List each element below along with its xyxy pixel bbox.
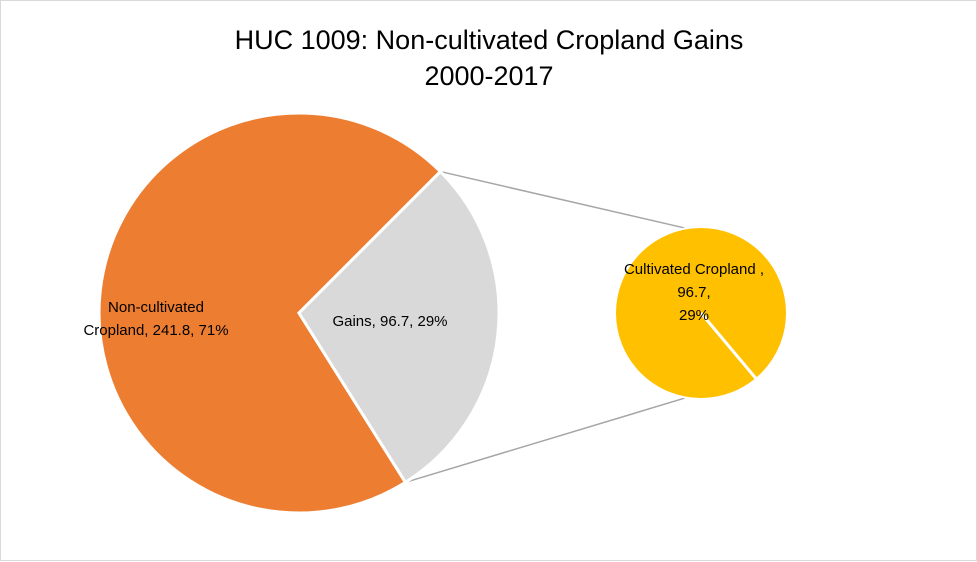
- secondary-slice-seam: [699, 312, 758, 380]
- pie-slice-non-cultivated-cropland: [97, 111, 443, 515]
- slice-label-non-cultivated-line-2: Cropland, 241.8, 71%: [83, 322, 228, 339]
- slice-label-gains: Gains, 96.7, 29%: [332, 313, 447, 330]
- connector-lines: [405, 170, 687, 484]
- primary-pie: [97, 111, 501, 515]
- pie-slice-gains: [297, 169, 501, 485]
- secondary-pie: [614, 226, 788, 400]
- secondary-label-line-1: Cultivated Cropland ,: [624, 261, 764, 278]
- chart-title-line-2: 2000-2017: [424, 61, 553, 91]
- slice-label-non-cultivated-line-1: Non-cultivated: [108, 299, 204, 316]
- secondary-label-line-2: 96.7,: [677, 284, 710, 301]
- connector-line-top: [440, 170, 687, 230]
- chart-title-line-1: HUC 1009: Non-cultivated Cropland Gains: [235, 25, 744, 55]
- secondary-label-line-3: 29%: [679, 307, 709, 324]
- connector-line-bottom: [405, 396, 687, 484]
